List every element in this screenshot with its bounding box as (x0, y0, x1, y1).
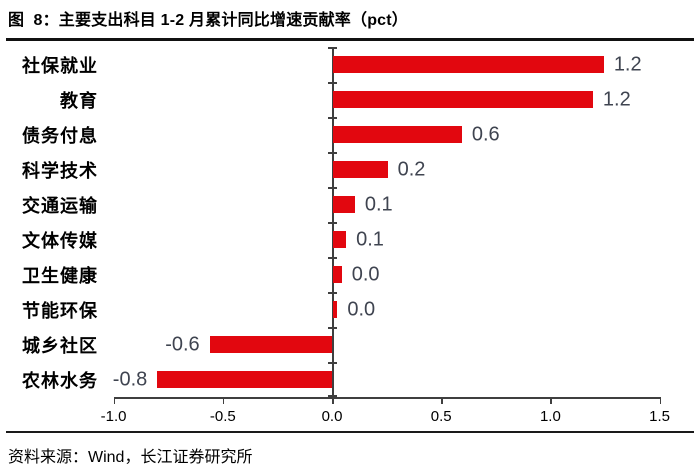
x-axis-tick-label: 1.0 (539, 408, 561, 425)
category-axis-tick (328, 152, 337, 154)
category-label: 债务付息 (22, 125, 98, 146)
category-label: 交通运输 (22, 195, 98, 216)
bar (333, 56, 604, 73)
title-divider (6, 38, 694, 41)
x-axis-tick (113, 397, 116, 404)
value-label: -0.6 (165, 333, 200, 355)
x-axis-tick-label: -0.5 (209, 408, 236, 425)
value-label: 0.0 (351, 263, 380, 285)
category-label: 卫生健康 (22, 265, 98, 286)
value-label: 1.2 (613, 53, 642, 75)
category-axis-tick (328, 82, 337, 84)
x-axis-tick-label: -1.0 (100, 408, 127, 425)
category-label: 城乡社区 (22, 335, 98, 356)
bar (333, 196, 355, 213)
plot-area: 社保就业 1.2 教育 1.2 债务付息 0.6 科学技术 0.2 交通运输 0.1 文体传媒 0.1… (0, 47, 700, 425)
value-label: 0.6 (471, 123, 500, 145)
value-label: 0.1 (356, 228, 384, 250)
bar (333, 161, 388, 178)
category-axis-tick (328, 395, 337, 397)
figure-title: 图 8：主要支出科目 1-2 月累计同比增速贡献率（pct） (8, 12, 409, 29)
bar (333, 231, 347, 248)
category-label: 科学技术 (22, 160, 98, 181)
category-axis-tick (328, 362, 337, 364)
value-label: -0.8 (112, 368, 148, 390)
x-axis-tick (222, 397, 225, 404)
x-axis-tick (550, 397, 552, 404)
x-axis-tick-label: 0.5 (430, 408, 452, 425)
x-axis-tick-label: 1.5 (649, 408, 671, 425)
bar (333, 91, 593, 108)
category-axis-tick (328, 222, 337, 224)
value-label: 0.2 (397, 158, 426, 180)
x-axis-line (113, 397, 660, 399)
value-label: 0.1 (364, 193, 393, 215)
category-label: 节能环保 (22, 300, 98, 321)
value-label: 0.0 (347, 298, 376, 320)
x-axis-tick (441, 397, 443, 404)
category-label: 教育 (60, 90, 98, 111)
x-axis-tick (659, 397, 662, 404)
bar (333, 126, 462, 143)
category-axis-tick (328, 117, 337, 119)
bar (333, 266, 342, 283)
category-label: 社保就业 (22, 55, 98, 76)
category-label: 农林水务 (22, 370, 98, 391)
bar (209, 336, 332, 353)
footer-divider (6, 431, 694, 433)
source-note: 资料来源：Wind，长江证券研究所 (8, 449, 253, 466)
bar (157, 371, 332, 388)
category-axis-tick (328, 257, 337, 259)
category-axis-tick (328, 292, 337, 294)
category-axis-tick (328, 187, 337, 189)
value-label: 1.2 (602, 88, 631, 110)
category-label: 文体传媒 (22, 230, 98, 251)
category-axis-tick (328, 327, 337, 329)
bar (333, 301, 338, 318)
category-axis-tick (328, 47, 337, 49)
x-axis-tick-label: 0.0 (321, 408, 343, 425)
x-axis-tick (332, 397, 334, 404)
